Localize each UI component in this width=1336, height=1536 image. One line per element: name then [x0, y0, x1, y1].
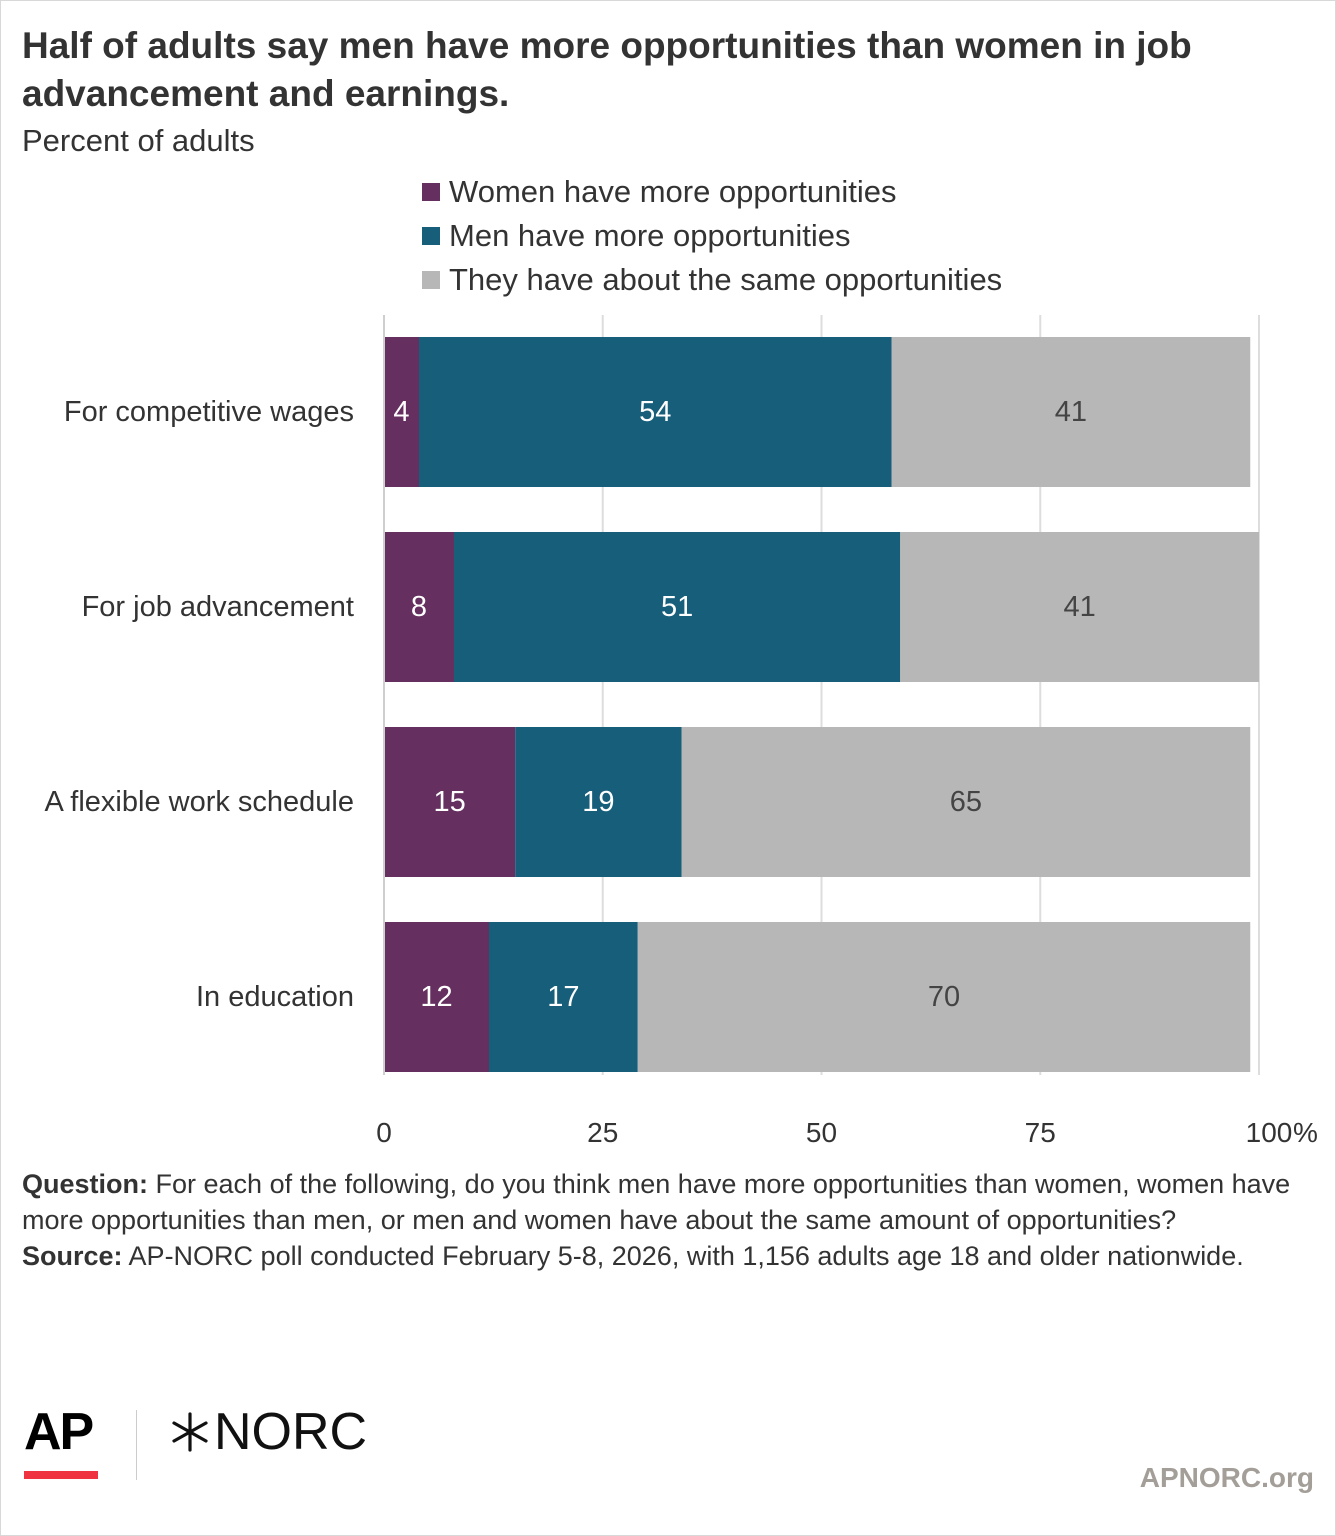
- chart-subtitle: Percent of adults: [22, 123, 255, 158]
- data-label: 15: [433, 786, 465, 818]
- site-url: APNORC.org: [1139, 1462, 1314, 1493]
- category-label: For job advancement: [82, 591, 354, 623]
- data-label: 65: [950, 786, 982, 818]
- legend: Women have more opportunities Men have m…: [422, 170, 1002, 302]
- legend-label-men: Men have more opportunities: [449, 218, 851, 253]
- data-label: 12: [420, 981, 452, 1013]
- norc-logo-text: NORC: [214, 1403, 368, 1461]
- legend-swatch-men: [422, 227, 440, 245]
- data-label: 70: [928, 981, 960, 1013]
- bar-segment-men: [454, 532, 901, 682]
- legend-swatch-same: [422, 271, 440, 289]
- question-label: Question:: [22, 1169, 148, 1199]
- bar-segment-men: [489, 922, 638, 1072]
- source-note: Source: AP-NORC poll conducted February …: [22, 1238, 1312, 1274]
- bar-segment-women: [384, 922, 489, 1072]
- data-label: 41: [1063, 591, 1095, 623]
- data-label: 19: [582, 786, 614, 818]
- data-label: 17: [547, 981, 579, 1013]
- bar-segment-same: [891, 337, 1251, 487]
- bar-segment-women: [384, 337, 419, 487]
- legend-label-same: They have about the same opportunities: [449, 262, 1003, 297]
- bar-segment-women: [384, 727, 516, 877]
- footnote: Question: For each of the following, do …: [22, 1166, 1312, 1274]
- data-label: 54: [639, 396, 671, 428]
- category-label: In education: [196, 981, 354, 1013]
- question-note: Question: For each of the following, do …: [22, 1166, 1312, 1238]
- x-tick-label: 100: [1246, 1117, 1293, 1148]
- x-tick-label: 25: [587, 1117, 618, 1148]
- x-tick-label: 50: [806, 1117, 837, 1148]
- bar-segment-same: [637, 922, 1251, 1072]
- chart-title: Half of adults say men have more opportu…: [22, 25, 1192, 114]
- bar-segment-same: [681, 727, 1251, 877]
- source-text: AP-NORC poll conducted February 5-8, 202…: [128, 1241, 1244, 1271]
- source-label: Source:: [22, 1241, 123, 1271]
- data-label: 4: [393, 396, 409, 428]
- category-label: A flexible work schedule: [45, 786, 355, 818]
- data-label: 8: [411, 591, 427, 623]
- ap-logo: AP: [24, 1403, 94, 1461]
- x-tick-label: 0: [376, 1117, 392, 1148]
- bar-chart: 0 25 50 75 100 % For competitive wages 4 54 41 For…: [45, 315, 1318, 1148]
- category-label: For competitive wages: [64, 396, 354, 428]
- legend-item-men: Men have more opportunities: [422, 214, 1002, 258]
- norc-star-icon: [172, 1412, 208, 1452]
- data-label: 51: [661, 591, 693, 623]
- norc-logo: NORC: [168, 1404, 367, 1460]
- legend-item-same: They have about the same opportunities: [422, 258, 1002, 302]
- legend-label-women: Women have more opportunities: [449, 174, 897, 209]
- bar-segment-same: [900, 532, 1259, 682]
- bar-segment-men: [515, 727, 682, 877]
- data-label: 41: [1055, 396, 1087, 428]
- x-tick-label: 75: [1025, 1117, 1056, 1148]
- legend-swatch-women: [422, 183, 440, 201]
- logo-divider: [136, 1410, 137, 1480]
- ap-logo-underline: [24, 1471, 98, 1479]
- x-unit-label: %: [1293, 1117, 1318, 1148]
- bar-segment-men: [419, 337, 892, 487]
- legend-item-women: Women have more opportunities: [422, 170, 1002, 214]
- bar-segment-women: [384, 532, 454, 682]
- question-text: For each of the following, do you think …: [22, 1169, 1291, 1235]
